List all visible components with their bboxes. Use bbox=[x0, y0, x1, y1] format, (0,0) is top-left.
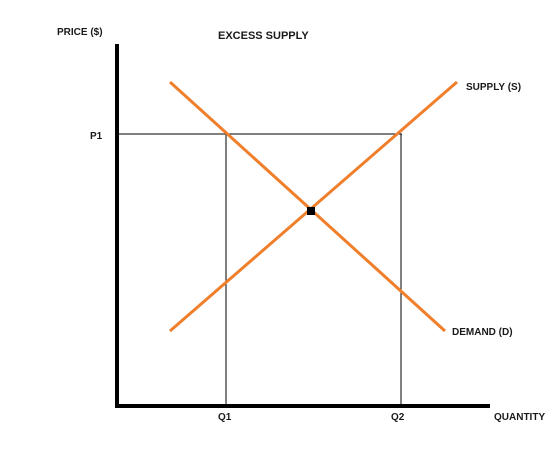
diagram-title: EXCESS SUPPLY bbox=[218, 30, 309, 42]
price-label-p1: P1 bbox=[90, 131, 103, 142]
demand-curve bbox=[168, 80, 447, 333]
quantity-label-q2: Q2 bbox=[391, 412, 405, 423]
supply-curve bbox=[169, 80, 458, 333]
quantity-label-q1: Q1 bbox=[218, 412, 232, 423]
supply-curve-label: SUPPLY (S) bbox=[466, 82, 521, 93]
y-axis-label: PRICE ($) bbox=[57, 27, 103, 38]
x-axis-label: QUANTITY bbox=[494, 412, 545, 423]
demand-curve-label: DEMAND (D) bbox=[452, 327, 513, 338]
equilibrium-point bbox=[307, 207, 315, 215]
